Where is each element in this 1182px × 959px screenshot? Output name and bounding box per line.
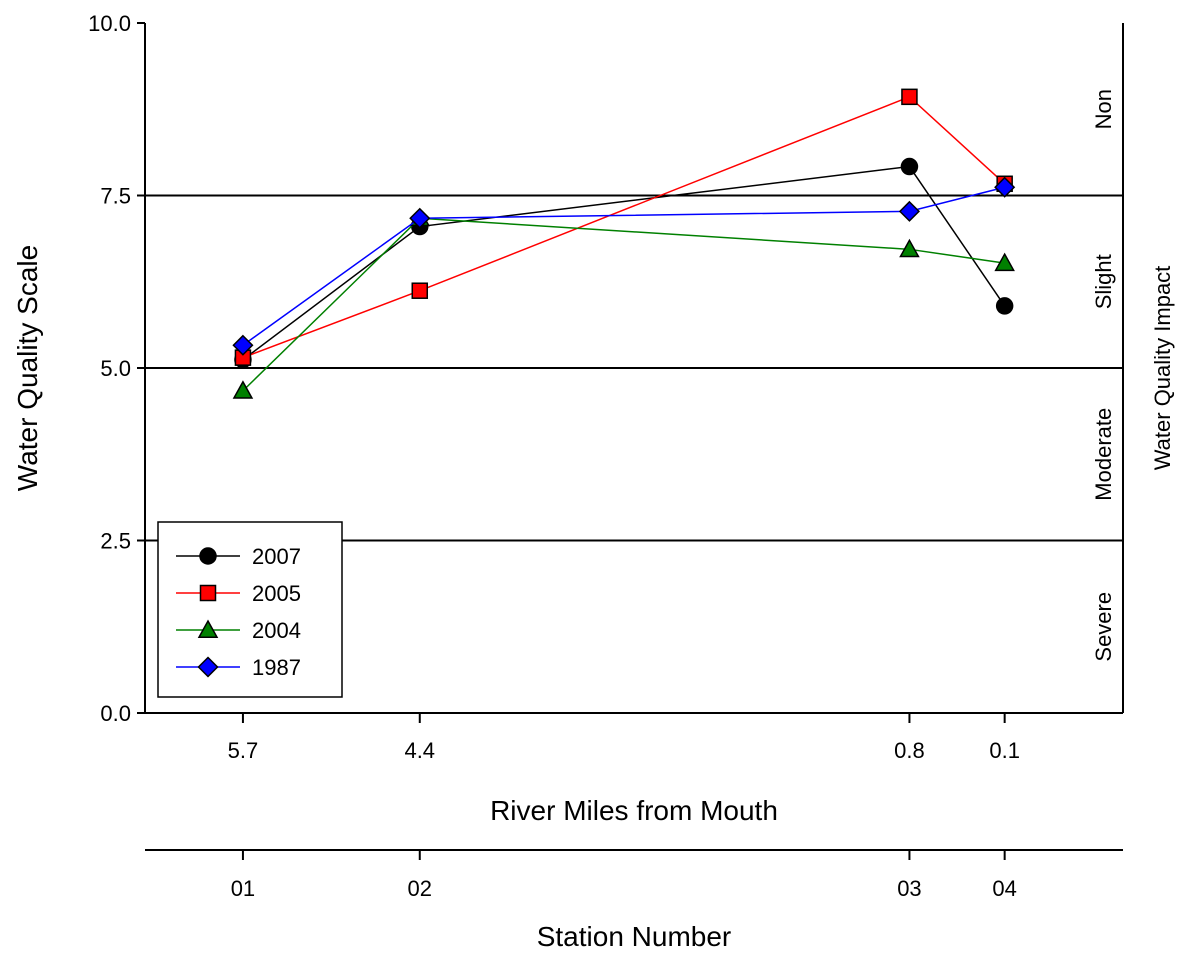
marker-circle [995, 297, 1014, 315]
station-tick-label: 04 [992, 876, 1016, 901]
station-axis-title: Station Number [537, 921, 732, 952]
marker-diamond [232, 334, 254, 356]
zone-label: Slight [1091, 254, 1116, 309]
series-line [242, 165, 1006, 361]
series-line [242, 186, 1005, 346]
series-2004 [232, 207, 1015, 399]
marker-triangle [994, 252, 1015, 272]
zone-label: Moderate [1091, 408, 1116, 501]
marker-circle [900, 157, 919, 176]
right-axis-title: Water Quality Impact [1150, 266, 1175, 471]
y-tick-label: 7.5 [100, 184, 131, 209]
legend-box [157, 521, 343, 698]
series-2007 [234, 157, 1014, 369]
legend: 2007 2005 2004 1987 [157, 521, 343, 698]
y-tick-label: 10.0 [88, 11, 131, 36]
legend-label: 1987 [252, 655, 301, 680]
x-tick-label: 5.7 [228, 738, 259, 763]
marker-diamond [898, 200, 921, 222]
station-tick-label: 03 [897, 876, 921, 901]
station-tick-label: 01 [231, 876, 255, 901]
marker-square [901, 88, 918, 106]
x-tick-label: 4.4 [404, 738, 435, 763]
zone-label: Severe [1091, 592, 1116, 662]
station-tick-label: 02 [408, 876, 432, 901]
marker-diamond [197, 656, 219, 678]
marker-triangle [899, 238, 920, 258]
zone-label: Non [1091, 89, 1116, 129]
y-tick-label: 0.0 [100, 701, 131, 726]
legend-label: 2007 [252, 544, 301, 569]
y-tick-label: 5.0 [100, 356, 131, 381]
y-axis-title: Water Quality Scale [12, 245, 43, 491]
marker-square [411, 282, 429, 299]
x-tick-label: 0.8 [894, 738, 925, 763]
marker-square [199, 584, 217, 602]
series-line [242, 95, 1006, 359]
marker-diamond [409, 207, 431, 229]
legend-label: 2004 [252, 618, 301, 643]
legend-label: 2005 [252, 581, 301, 606]
x-tick-label: 0.1 [989, 738, 1020, 763]
marker-circle [199, 547, 217, 565]
marker-diamond [994, 176, 1016, 198]
x-axis-title: River Miles from Mouth [490, 795, 778, 826]
series-2005 [234, 88, 1013, 366]
series-line [242, 217, 1005, 392]
y-tick-label: 2.5 [100, 529, 131, 554]
series-1987 [232, 176, 1016, 356]
marker-triangle [232, 380, 254, 399]
marker-triangle [197, 619, 219, 638]
